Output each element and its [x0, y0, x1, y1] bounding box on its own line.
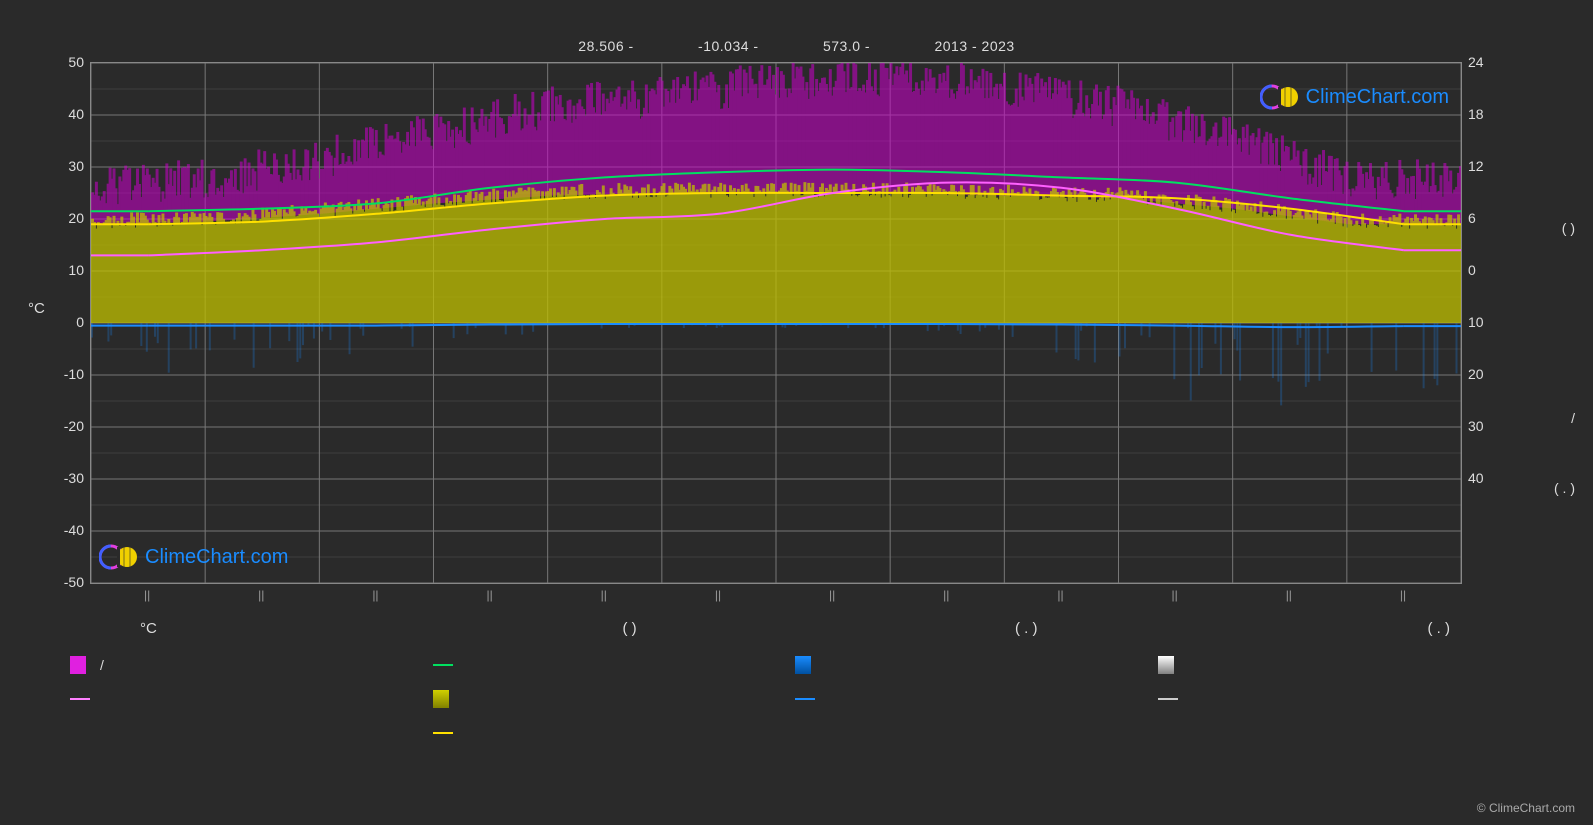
legend-label: /	[100, 657, 220, 673]
x-tick: ||	[433, 588, 547, 602]
x-tick: ||	[1118, 588, 1232, 602]
chart-metadata: 28.506 - -10.034 - 573.0 - 2013 - 2023	[0, 38, 1593, 54]
x-tick: ||	[889, 588, 1003, 602]
y-left-tick: 50	[50, 54, 84, 70]
legend-item: /	[70, 655, 433, 675]
legend-headers: °C ( ) ( . ) ( . )	[70, 620, 1520, 637]
y-right-tick: 6	[1468, 210, 1476, 226]
watermark-text-2: ClimeChart.com	[1306, 86, 1449, 109]
year-range: 2013 - 2023	[934, 38, 1014, 54]
watermark-text-1: ClimeChart.com	[145, 546, 288, 569]
x-tick: ||	[547, 588, 661, 602]
legend-item	[433, 723, 796, 743]
legend-item	[795, 655, 1158, 675]
legend-column	[433, 655, 796, 743]
climate-chart-container: 28.506 - -10.034 - 573.0 - 2013 - 2023 °…	[0, 0, 1593, 825]
y-left-tick: 0	[50, 314, 84, 330]
legend-item	[1158, 689, 1521, 709]
x-axis-ticks: ||||||||||||||||||||||||	[90, 588, 1460, 602]
y-left-tick: -10	[50, 366, 84, 382]
legend-item	[70, 689, 433, 709]
y-right-tick: 10	[1468, 314, 1484, 330]
x-tick: ||	[318, 588, 432, 602]
legend-item	[1158, 655, 1521, 675]
y-axis-left-unit: °C	[28, 300, 45, 317]
y-right-tick: 12	[1468, 158, 1484, 174]
y-left-tick: 20	[50, 210, 84, 226]
x-tick: ||	[1232, 588, 1346, 602]
x-tick: ||	[661, 588, 775, 602]
y-left-tick: 40	[50, 106, 84, 122]
longitude-value: -10.034 -	[698, 38, 759, 54]
legend-items: /	[70, 655, 1520, 743]
copyright-footer: © ClimeChart.com	[1477, 801, 1575, 815]
legend-swatch	[795, 698, 815, 700]
y-axis-right-label-2: /	[1571, 410, 1575, 426]
x-tick: ||	[1346, 588, 1460, 602]
legend-swatch	[70, 698, 90, 700]
legend-swatch	[70, 656, 86, 674]
elevation-value: 573.0 -	[823, 38, 870, 54]
legend-item	[795, 689, 1158, 709]
latitude-value: 28.506 -	[578, 38, 633, 54]
legend-header-3: ( . )	[985, 620, 1378, 637]
y-right-tick: 18	[1468, 106, 1484, 122]
legend-swatch	[1158, 656, 1174, 674]
x-tick: ||	[775, 588, 889, 602]
legend-header-2: ( )	[503, 620, 986, 637]
y-right-tick: 20	[1468, 366, 1484, 382]
chart-legend: °C ( ) ( . ) ( . ) /	[70, 620, 1520, 743]
legend-swatch	[433, 690, 449, 708]
legend-item	[433, 689, 796, 709]
y-right-tick: 30	[1468, 418, 1484, 434]
y-left-tick: -30	[50, 470, 84, 486]
legend-swatch	[433, 732, 453, 734]
x-tick: ||	[204, 588, 318, 602]
watermark-logo-1: ClimeChart.com	[99, 543, 288, 571]
y-left-tick: -50	[50, 574, 84, 590]
x-tick: ||	[1003, 588, 1117, 602]
legend-swatch	[795, 656, 811, 674]
y-left-tick: 30	[50, 158, 84, 174]
legend-column	[795, 655, 1158, 743]
legend-column	[1158, 655, 1521, 743]
logo-icon	[1260, 83, 1300, 111]
legend-swatch	[433, 664, 453, 666]
chart-plot-area: ClimeChart.com ClimeChart.com	[90, 62, 1462, 584]
y-left-tick: -40	[50, 522, 84, 538]
x-tick: ||	[90, 588, 204, 602]
logo-icon	[99, 543, 139, 571]
y-right-tick: 40	[1468, 470, 1484, 486]
y-axis-right-label-1: ( )	[1562, 220, 1575, 236]
legend-column: /	[70, 655, 433, 743]
y-right-tick: 24	[1468, 54, 1484, 70]
legend-item	[433, 655, 796, 675]
y-axis-right-label-3: ( . )	[1554, 480, 1575, 496]
y-right-tick: 0	[1468, 262, 1476, 278]
chart-svg	[91, 63, 1461, 583]
legend-header-4: ( . )	[1378, 620, 1593, 637]
y-left-tick: -20	[50, 418, 84, 434]
legend-swatch	[1158, 698, 1178, 700]
watermark-logo-2: ClimeChart.com	[1260, 83, 1449, 111]
y-left-tick: 10	[50, 262, 84, 278]
legend-header-temp: °C	[70, 620, 503, 637]
